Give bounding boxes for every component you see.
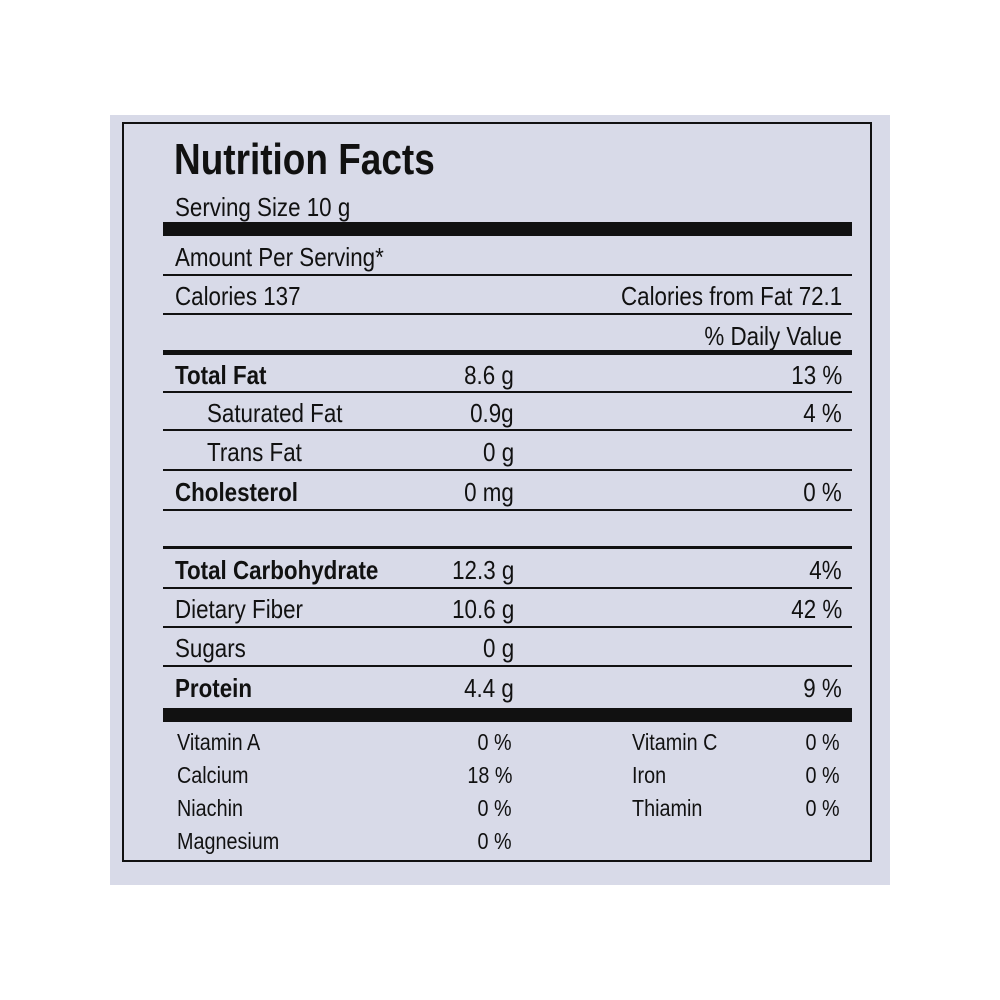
nutrient-name: Sugars <box>175 633 246 663</box>
thick-rule <box>163 708 852 722</box>
nutrient-daily-value: 13 % <box>791 360 842 390</box>
nutrient-name: Dietary Fiber <box>175 594 303 624</box>
calories: Calories 137 <box>175 281 301 311</box>
nutrient-name: Total Fat <box>175 360 267 390</box>
nutrient-name: Total Carbohydrate <box>175 555 379 585</box>
vitamin-value: 0 % <box>805 729 840 755</box>
vitamin-value: 18 % <box>466 762 512 788</box>
vitamin-name: Calcium <box>177 762 249 788</box>
nutrient-amount: 10.6 g <box>451 594 514 624</box>
nutrient-daily-value: 42 % <box>791 594 842 624</box>
nutrient-name: Trans Fat <box>207 437 302 467</box>
nutrient-amount: 0 mg <box>464 477 514 507</box>
rule <box>163 587 852 589</box>
nutrient-daily-value: 0 % <box>803 477 842 507</box>
rule <box>163 274 852 276</box>
nutrient-amount: 4.4 g <box>464 673 514 703</box>
nutrient-name: Cholesterol <box>175 477 299 507</box>
nutrient-amount: 12.3 g <box>451 555 514 585</box>
title: Nutrition Facts <box>174 135 435 184</box>
calories-from-fat: Calories from Fat 72.1 <box>620 281 842 311</box>
vitamin-value: 0 % <box>477 795 512 821</box>
vitamin-name: Thiamin <box>632 795 703 821</box>
label-frame <box>122 122 872 862</box>
rule <box>163 429 852 431</box>
medium-rule <box>163 350 852 355</box>
nutrient-amount: 0.9g <box>470 398 514 428</box>
vitamin-name: Magnesium <box>177 828 280 854</box>
nutrient-amount: 0 g <box>482 633 514 663</box>
vitamin-value: 0 % <box>805 762 840 788</box>
vitamin-value: 0 % <box>477 729 512 755</box>
rule <box>163 469 852 471</box>
nutrient-amount: 8.6 g <box>464 360 514 390</box>
thick-rule <box>163 222 852 236</box>
label-background <box>110 115 890 885</box>
rule <box>163 313 852 315</box>
vitamin-value: 0 % <box>805 795 840 821</box>
vitamin-name: Vitamin A <box>177 729 261 755</box>
nutrient-name: Protein <box>175 673 253 703</box>
nutrient-daily-value: 9 % <box>803 673 842 703</box>
nutrient-daily-value: 4% <box>809 555 842 585</box>
amount-per-serving: Amount Per Serving* <box>175 242 384 272</box>
nutrient-daily-value: 4 % <box>803 398 842 428</box>
rule <box>163 546 852 549</box>
vitamin-value: 0 % <box>477 828 512 854</box>
nutrient-name: Saturated Fat <box>207 398 343 428</box>
vitamin-name: Niachin <box>177 795 243 821</box>
rule <box>163 509 852 511</box>
vitamin-name: Vitamin C <box>632 729 718 755</box>
serving-size: Serving Size 10 g <box>175 192 351 222</box>
daily-value-header: % Daily Value <box>704 321 842 351</box>
nutrient-amount: 0 g <box>482 437 514 467</box>
rule <box>163 665 852 667</box>
vitamin-name: Iron <box>632 762 667 788</box>
rule <box>163 391 852 393</box>
rule <box>163 626 852 628</box>
